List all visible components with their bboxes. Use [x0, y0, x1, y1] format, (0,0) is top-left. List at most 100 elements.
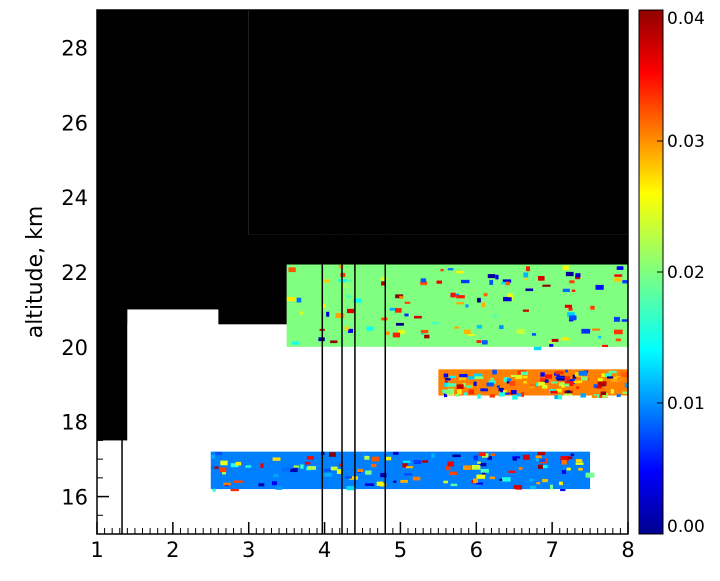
heatmap-cell	[569, 280, 575, 284]
heatmap-cell	[476, 324, 483, 329]
heatmap-cell	[287, 301, 292, 306]
heatmap-cell	[420, 281, 428, 286]
heatmap-cell	[422, 460, 429, 463]
heatmap-cell	[562, 288, 570, 293]
heatmap-cell	[575, 462, 584, 465]
heatmap-cell	[601, 373, 606, 377]
heatmap-cell	[456, 295, 465, 299]
heatmap-cell	[538, 464, 543, 469]
heatmap-cell	[464, 392, 468, 396]
heatmap-cell	[542, 284, 551, 287]
heatmap-regions	[97, 10, 628, 534]
heatmap-cell	[561, 384, 565, 388]
heatmap-cell	[292, 341, 300, 345]
heatmap-cell	[535, 455, 542, 459]
heatmap-cell	[458, 376, 466, 381]
heatmap-cell	[330, 340, 338, 344]
heatmap-cell	[380, 482, 387, 487]
heatmap-cell	[622, 391, 628, 394]
heatmap-cell	[602, 344, 609, 348]
heatmap-cell	[557, 394, 563, 400]
heatmap-cell	[474, 376, 484, 380]
heatmap-cell	[578, 467, 583, 471]
y-axis: 16 18 20 22 24 26 28	[61, 9, 109, 535]
heatmap-cell	[585, 472, 595, 478]
heatmap-cell	[597, 378, 603, 382]
heatmap-cell	[476, 474, 486, 479]
heatmap-cell	[335, 313, 345, 319]
heatmap-cell	[395, 308, 402, 313]
heatmap-cell	[457, 389, 462, 395]
heatmap-cell	[613, 316, 620, 322]
heatmap-cell	[281, 467, 291, 472]
heatmap-cell	[400, 479, 408, 483]
heatmap-cell	[336, 469, 342, 474]
heatmap-cell	[536, 458, 542, 462]
heatmap-cell	[524, 277, 528, 281]
heatmap-cell	[529, 478, 534, 482]
heatmap-cell	[397, 329, 405, 335]
vertical-lines	[121, 178, 387, 534]
heatmap-cell	[616, 266, 624, 270]
heatmap-cell	[592, 328, 601, 331]
heatmap-cell	[581, 328, 591, 334]
heatmap-cell	[480, 388, 488, 392]
heatmap-cell	[272, 481, 278, 486]
heatmap-cell	[575, 275, 581, 280]
heatmap-cell	[512, 456, 521, 459]
heatmap-cell	[445, 465, 451, 471]
colorbar-tick-label: 0.03	[667, 132, 705, 152]
heatmap-cell	[347, 279, 352, 282]
heatmap-cell	[223, 482, 231, 486]
heatmap-cell	[444, 378, 451, 381]
heatmap-cell	[468, 376, 475, 380]
heatmap-cell	[473, 455, 478, 461]
heatmap-cell	[465, 304, 469, 308]
heatmap-cell	[531, 333, 537, 336]
heatmap-cell	[454, 326, 460, 329]
heatmap-cell	[431, 321, 439, 325]
heatmap-cell	[549, 484, 553, 490]
heatmap-cell	[500, 390, 505, 394]
y-tick-label: 20	[61, 336, 88, 360]
heatmap-cell	[489, 476, 496, 480]
heatmap-cell	[212, 488, 216, 492]
heatmap-cell	[450, 483, 458, 487]
heatmap-cell	[503, 296, 512, 302]
heatmap-cell	[560, 337, 570, 341]
heatmap-cell	[505, 281, 510, 286]
heatmap-cell	[571, 289, 576, 292]
heatmap-cell	[614, 277, 622, 282]
heatmap-cell	[586, 335, 595, 340]
heatmap-cell	[568, 307, 573, 311]
heatmap-cell	[533, 346, 542, 351]
heatmap-cell	[323, 473, 333, 477]
heatmap-cell	[492, 369, 497, 375]
heatmap-cell	[344, 326, 349, 331]
x-axis: 1 2 3 4 5 6 7 8	[90, 522, 635, 562]
heatmap-cell	[627, 265, 628, 269]
heatmap-cell	[512, 458, 517, 461]
heatmap-cell	[404, 301, 411, 304]
x-tick-label: 3	[242, 538, 255, 562]
y-tick-label: 16	[61, 486, 88, 510]
heatmap-cell	[567, 312, 575, 317]
colorbar-tick-label: 0.02	[667, 263, 705, 283]
heatmap-cell	[286, 296, 296, 302]
y-axis-title: altitude, km	[23, 206, 48, 339]
colorbar-tick-label: 0.01	[667, 394, 705, 414]
heatmap-cell	[501, 281, 508, 285]
heatmap-cell	[529, 485, 537, 490]
heatmap-cell	[230, 463, 239, 468]
heatmap-cell	[373, 292, 379, 296]
heatmap-cell	[563, 393, 573, 396]
heatmap-cell	[447, 383, 457, 387]
heatmap-cell	[456, 270, 465, 274]
heatmap-cell	[555, 371, 564, 375]
heatmap-cell	[273, 473, 279, 478]
heatmap-cell	[516, 393, 522, 397]
x-tick-label: 1	[90, 538, 103, 562]
heatmap-cell	[549, 344, 554, 347]
heatmap-cell	[290, 467, 298, 473]
